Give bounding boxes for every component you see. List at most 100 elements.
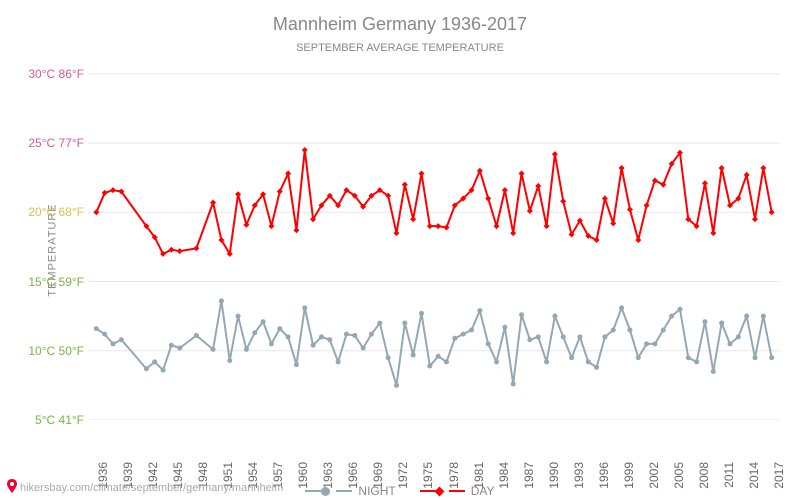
data-point (419, 311, 424, 316)
data-point (94, 326, 99, 331)
data-point (577, 334, 582, 339)
data-point (510, 230, 516, 236)
y-tick-celsius: 30°C (28, 67, 55, 81)
data-point (736, 334, 741, 339)
data-point (336, 359, 341, 364)
y-tick-fahrenheit: 77°F (55, 136, 84, 150)
data-point (552, 151, 558, 157)
y-tick-label: 25°C 77°F (28, 136, 84, 150)
data-point (502, 325, 507, 330)
data-point (519, 171, 525, 177)
data-point (227, 358, 232, 363)
data-point (602, 334, 607, 339)
data-point (277, 326, 282, 331)
data-point (669, 314, 674, 319)
data-point (644, 341, 649, 346)
data-point (727, 341, 732, 346)
legend-item-night: NIGHT (305, 484, 395, 498)
data-point (485, 195, 491, 201)
y-tick-fahrenheit: 41°F (55, 413, 84, 427)
chart-svg (88, 60, 780, 420)
y-tick-label: 5°C 41°F (35, 413, 84, 427)
y-tick-fahrenheit: 59°F (55, 275, 84, 289)
data-point (219, 298, 224, 303)
legend-line-icon (305, 490, 321, 492)
chart-title: Mannheim Germany 1936-2017 (0, 14, 800, 35)
data-point (235, 191, 241, 197)
data-point (244, 347, 249, 352)
data-point (769, 355, 774, 360)
data-point (377, 321, 382, 326)
data-point (452, 336, 457, 341)
data-point (93, 209, 99, 215)
y-tick-fahrenheit: 86°F (55, 67, 84, 81)
data-point (719, 321, 724, 326)
data-point (302, 147, 308, 153)
data-point (486, 341, 491, 346)
data-point (686, 355, 691, 360)
data-point (444, 225, 450, 231)
legend-marker-icon (321, 487, 330, 496)
data-point (286, 334, 291, 339)
legend-label: DAY (471, 484, 495, 498)
data-point (586, 359, 591, 364)
data-point (769, 209, 775, 215)
data-point (760, 165, 766, 171)
data-point (761, 314, 766, 319)
data-point (402, 321, 407, 326)
data-point (635, 237, 641, 243)
data-point (252, 330, 257, 335)
data-point (369, 332, 374, 337)
y-tick-label: 10°C 50°F (28, 344, 84, 358)
data-point (418, 171, 424, 177)
data-point (710, 230, 716, 236)
y-tick-label: 15°C 59°F (28, 275, 84, 289)
series-night (94, 298, 774, 387)
data-point (344, 332, 349, 337)
data-point (744, 172, 750, 178)
data-point (610, 220, 616, 226)
legend-label: NIGHT (358, 484, 395, 498)
data-point (702, 319, 707, 324)
data-point (652, 341, 657, 346)
y-tick-fahrenheit: 50°F (55, 344, 84, 358)
y-tick-label: 20°C 68°F (28, 205, 84, 219)
data-point (211, 347, 216, 352)
data-point (469, 328, 474, 333)
data-point (102, 332, 107, 337)
data-point (461, 332, 466, 337)
data-point (386, 355, 391, 360)
data-point (302, 305, 307, 310)
data-point (193, 245, 199, 251)
data-point (511, 382, 516, 387)
data-point (393, 230, 399, 236)
data-point (535, 183, 541, 189)
data-point (144, 366, 149, 371)
data-point (752, 355, 757, 360)
data-point (494, 223, 500, 229)
data-point (627, 328, 632, 333)
legend-item-day: DAY (420, 484, 495, 498)
y-tick-fahrenheit: 68°F (55, 205, 84, 219)
data-point (427, 364, 432, 369)
series-day (93, 147, 774, 257)
data-point (602, 195, 608, 201)
data-point (102, 190, 108, 196)
chart-container: Mannheim Germany 1936-2017 September Ave… (0, 0, 800, 500)
legend-line-icon (336, 490, 352, 492)
data-point (402, 182, 408, 188)
y-tick-celsius: 10°C (28, 344, 55, 358)
data-point (444, 359, 449, 364)
data-point (702, 180, 708, 186)
data-point (594, 365, 599, 370)
y-tick-celsius: 20°C (28, 205, 55, 219)
data-point (411, 352, 416, 357)
data-point (177, 346, 182, 351)
data-point (319, 334, 324, 339)
data-point (552, 314, 557, 319)
chart-subtitle: September Average Temperature (0, 42, 800, 54)
data-point (410, 216, 416, 222)
data-point (677, 307, 682, 312)
data-point (293, 227, 299, 233)
y-tick-label: 30°C 86°F (28, 67, 84, 81)
